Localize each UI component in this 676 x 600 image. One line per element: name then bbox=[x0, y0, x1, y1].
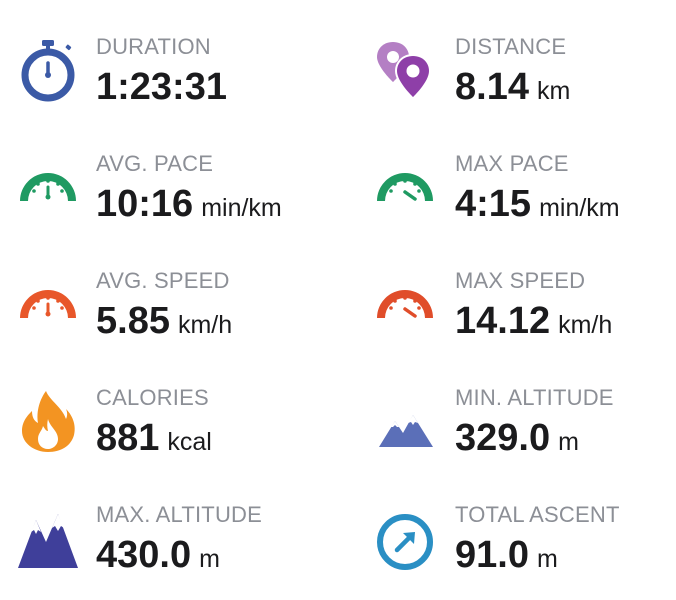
stat-label: AVG. SPEED bbox=[96, 268, 230, 293]
stat-label: DURATION bbox=[96, 34, 211, 59]
stat-label: AVG. PACE bbox=[96, 151, 214, 176]
stat-max-pace: MAX PACE 4:15 min/km bbox=[359, 117, 676, 225]
stat-avg-pace: AVG. PACE 10:16 min/km bbox=[0, 117, 330, 225]
stat-value: 329.0 bbox=[455, 417, 551, 459]
stat-max-speed: MAX SPEED 14.12 km/h bbox=[359, 234, 676, 342]
stat-calories: CALORIES 881 kcal bbox=[0, 351, 330, 459]
stat-value: 5.85 bbox=[96, 300, 170, 342]
stat-label: MAX PACE bbox=[455, 151, 569, 176]
stat-value-line: 91.0 m bbox=[455, 534, 558, 577]
stat-value: 8.14 bbox=[455, 66, 529, 108]
stat-value-line: 430.0 m bbox=[96, 534, 220, 577]
stat-distance: DISTANCE 8.14 km bbox=[359, 0, 676, 108]
stopwatch-icon bbox=[21, 40, 75, 102]
mountains-low-icon bbox=[379, 415, 433, 447]
stat-value: 430.0 bbox=[96, 534, 192, 576]
stat-label: MAX. ALTITUDE bbox=[96, 502, 262, 527]
stat-avg-speed: AVG. SPEED 5.85 km/h bbox=[0, 234, 330, 342]
stat-total-ascent: TOTAL ASCENT 91.0 m bbox=[359, 468, 676, 576]
stat-label: MIN. ALTITUDE bbox=[455, 385, 614, 410]
stat-unit: m bbox=[536, 545, 558, 573]
stat-value: 4:15 bbox=[455, 183, 532, 225]
flame-icon bbox=[22, 391, 75, 452]
stat-value-line: 1:23:31 bbox=[96, 66, 227, 109]
mountains-high-icon bbox=[18, 514, 78, 568]
gauge-high-icon bbox=[377, 290, 433, 318]
stat-label: CALORIES bbox=[96, 385, 209, 410]
ascent-arrow-icon bbox=[377, 514, 433, 570]
gauge-icon bbox=[20, 290, 76, 318]
stat-duration: DURATION 1:23:31 bbox=[0, 0, 330, 108]
stat-unit: km/h bbox=[558, 311, 613, 339]
stat-value: 881 bbox=[96, 417, 160, 459]
gauge-high-icon bbox=[377, 173, 433, 201]
stat-label: MAX SPEED bbox=[455, 268, 586, 293]
stat-value-line: 4:15 min/km bbox=[455, 183, 620, 226]
stat-value-line: 881 kcal bbox=[96, 417, 212, 460]
stat-value: 1:23:31 bbox=[96, 66, 227, 108]
stat-min-altitude: MIN. ALTITUDE 329.0 m bbox=[359, 351, 676, 459]
stat-unit: km bbox=[536, 77, 571, 105]
stat-max-altitude: MAX. ALTITUDE 430.0 m bbox=[0, 468, 330, 576]
map-pins-icon bbox=[377, 42, 431, 100]
stat-unit: min/km bbox=[539, 194, 620, 222]
gauge-icon bbox=[20, 173, 76, 201]
stat-value: 10:16 bbox=[96, 183, 194, 225]
stat-unit: km/h bbox=[177, 311, 233, 339]
stat-unit: m bbox=[558, 428, 579, 456]
stat-label: TOTAL ASCENT bbox=[455, 502, 620, 527]
stat-value-line: 10:16 min/km bbox=[96, 183, 282, 226]
stat-value-line: 8.14 km bbox=[455, 66, 570, 109]
stat-value: 91.0 bbox=[455, 534, 529, 576]
stat-value-line: 5.85 km/h bbox=[96, 300, 232, 343]
stat-value-line: 329.0 m bbox=[455, 417, 579, 460]
stat-unit: m bbox=[199, 545, 220, 573]
stat-label: DISTANCE bbox=[455, 34, 567, 59]
stat-value-line: 14.12 km/h bbox=[455, 300, 612, 343]
stat-unit: min/km bbox=[201, 194, 282, 222]
stat-unit: kcal bbox=[167, 428, 212, 456]
stat-value: 14.12 bbox=[455, 300, 551, 342]
